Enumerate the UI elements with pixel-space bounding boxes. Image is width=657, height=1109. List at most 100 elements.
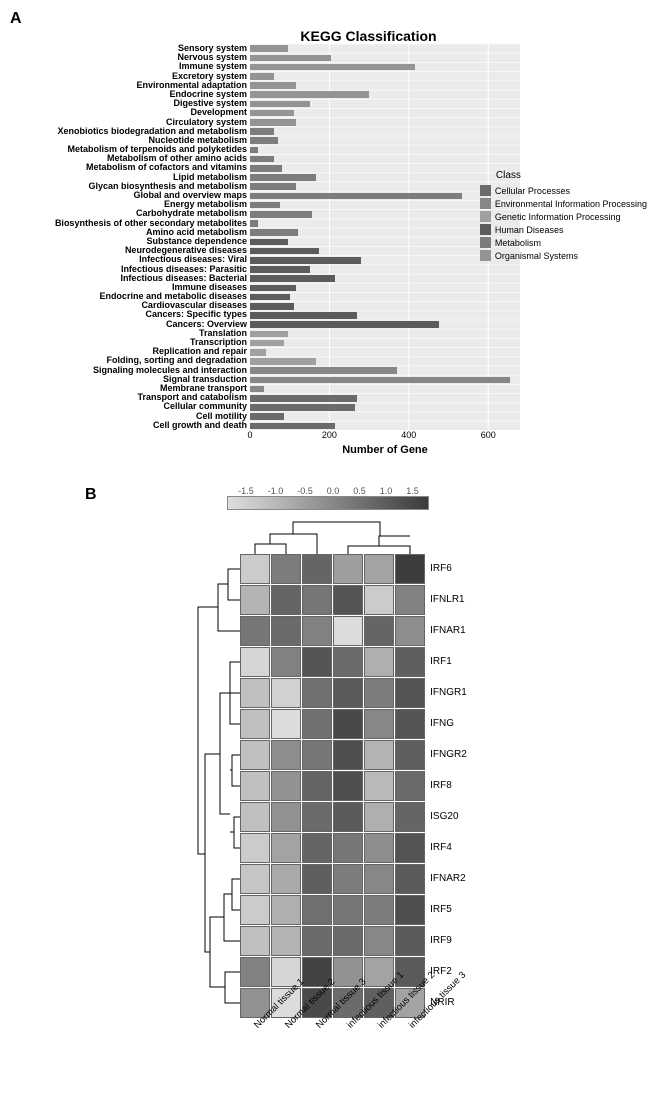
heatmap-cell [333, 864, 363, 894]
bar [250, 119, 296, 126]
bar [250, 349, 266, 356]
bar [250, 275, 335, 282]
heatmap-cell [395, 771, 425, 801]
heatmap-cell [271, 864, 301, 894]
row-dendrogram [190, 554, 240, 1019]
heatmap-cell [302, 802, 332, 832]
heatmap-cell [302, 678, 332, 708]
panel-b-label: B [85, 486, 97, 504]
heatmap-cell [395, 647, 425, 677]
bar [250, 174, 316, 181]
bar [250, 220, 258, 227]
bar [250, 413, 284, 420]
bar [250, 202, 280, 209]
legend-item: Environmental Information Processing [480, 198, 647, 209]
bar [250, 165, 282, 172]
heatmap-cell [271, 833, 301, 863]
heatmap-cell [364, 926, 394, 956]
bar-y-labels: Sensory systemNervous systemImmune syste… [10, 44, 250, 430]
heatmap-cell [271, 678, 301, 708]
heatmap-cell [240, 895, 270, 925]
heatmap-cell [364, 709, 394, 739]
bar [250, 73, 274, 80]
heatmap-cell [333, 709, 363, 739]
row-gene-label: IRF9 [426, 926, 467, 956]
heatmap-cell [333, 554, 363, 584]
row-gene-label: IRF6 [426, 554, 467, 584]
bar [250, 285, 296, 292]
heatmap-cell [302, 833, 332, 863]
heatmap-cell [333, 802, 363, 832]
heatmap-cell [240, 957, 270, 987]
bar [250, 358, 316, 365]
row-gene-label: IRF8 [426, 771, 467, 801]
bar [250, 128, 274, 135]
row-gene-label: IFNAR2 [426, 864, 467, 894]
row-gene-label: IFNLR1 [426, 585, 467, 615]
heatmap-cell [395, 616, 425, 646]
heatmap-cell [302, 616, 332, 646]
x-axis-title: Number of Gene [250, 444, 520, 456]
colorbar-ticks: -1.5-1.0-0.50.00.51.01.5 [190, 486, 467, 496]
bar [250, 137, 278, 144]
bar [250, 266, 310, 273]
heatmap-cell [240, 802, 270, 832]
bar [250, 101, 310, 108]
panel-a-label: A [10, 10, 22, 27]
row-gene-label: IFNGR1 [426, 678, 467, 708]
bar [250, 82, 296, 89]
heatmap-cell [333, 585, 363, 615]
row-gene-label: ISG20 [426, 802, 467, 832]
colorbar-gradient [227, 496, 429, 510]
heatmap-cell [395, 678, 425, 708]
heatmap-col-labels: Normal tissue 1Normal tissue 2Normal tis… [240, 1019, 426, 1099]
heatmap-cell [395, 709, 425, 739]
heatmap-cell [240, 585, 270, 615]
bar [250, 110, 294, 117]
heatmap-cell [240, 647, 270, 677]
bar [250, 193, 462, 200]
bar [250, 312, 357, 319]
row-gene-label: IRF5 [426, 895, 467, 925]
heatmap-cell [240, 616, 270, 646]
bar [250, 91, 369, 98]
bar [250, 395, 357, 402]
bar [250, 64, 415, 71]
heatmap-cell [271, 709, 301, 739]
heatmap [240, 554, 426, 1019]
bar [250, 248, 319, 255]
panel-b: B -1.5-1.0-0.50.00.51.01.5 [10, 486, 647, 1099]
heatmap-cell [271, 771, 301, 801]
heatmap-cell [240, 554, 270, 584]
bar [250, 367, 397, 374]
legend-item: Organismal Systems [480, 250, 647, 261]
panel-a: A KEGG Classification Sensory systemNerv… [10, 10, 647, 456]
heatmap-cell [364, 554, 394, 584]
heatmap-cell [271, 740, 301, 770]
heatmap-cell [364, 740, 394, 770]
legend-item: Metabolism [480, 237, 647, 248]
kegg-legend: Class Cellular ProcessesEnvironmental In… [480, 170, 647, 263]
heatmap-cell [395, 926, 425, 956]
heatmap-cell [271, 647, 301, 677]
row-gene-label: IFNG [426, 709, 467, 739]
heatmap-cell [240, 771, 270, 801]
heatmap-cell [302, 647, 332, 677]
heatmap-cell [271, 802, 301, 832]
heatmap-cell [271, 895, 301, 925]
bar [250, 404, 355, 411]
bar [250, 211, 312, 218]
heatmap-cell [271, 554, 301, 584]
heatmap-cell [240, 926, 270, 956]
heatmap-cell [395, 740, 425, 770]
heatmap-cell [302, 740, 332, 770]
bar [250, 386, 264, 393]
heatmap-cell [271, 616, 301, 646]
x-axis-ticks: 0200400600 [250, 430, 520, 444]
heatmap-row-labels: IRF6IFNLR1IFNAR1IRF1IFNGR1IFNGIFNGR2IRF8… [426, 554, 467, 1019]
heatmap-cell [333, 616, 363, 646]
column-dendrogram [240, 514, 426, 554]
heatmap-cell [333, 740, 363, 770]
heatmap-cell [302, 771, 332, 801]
heatmap-cell [395, 802, 425, 832]
